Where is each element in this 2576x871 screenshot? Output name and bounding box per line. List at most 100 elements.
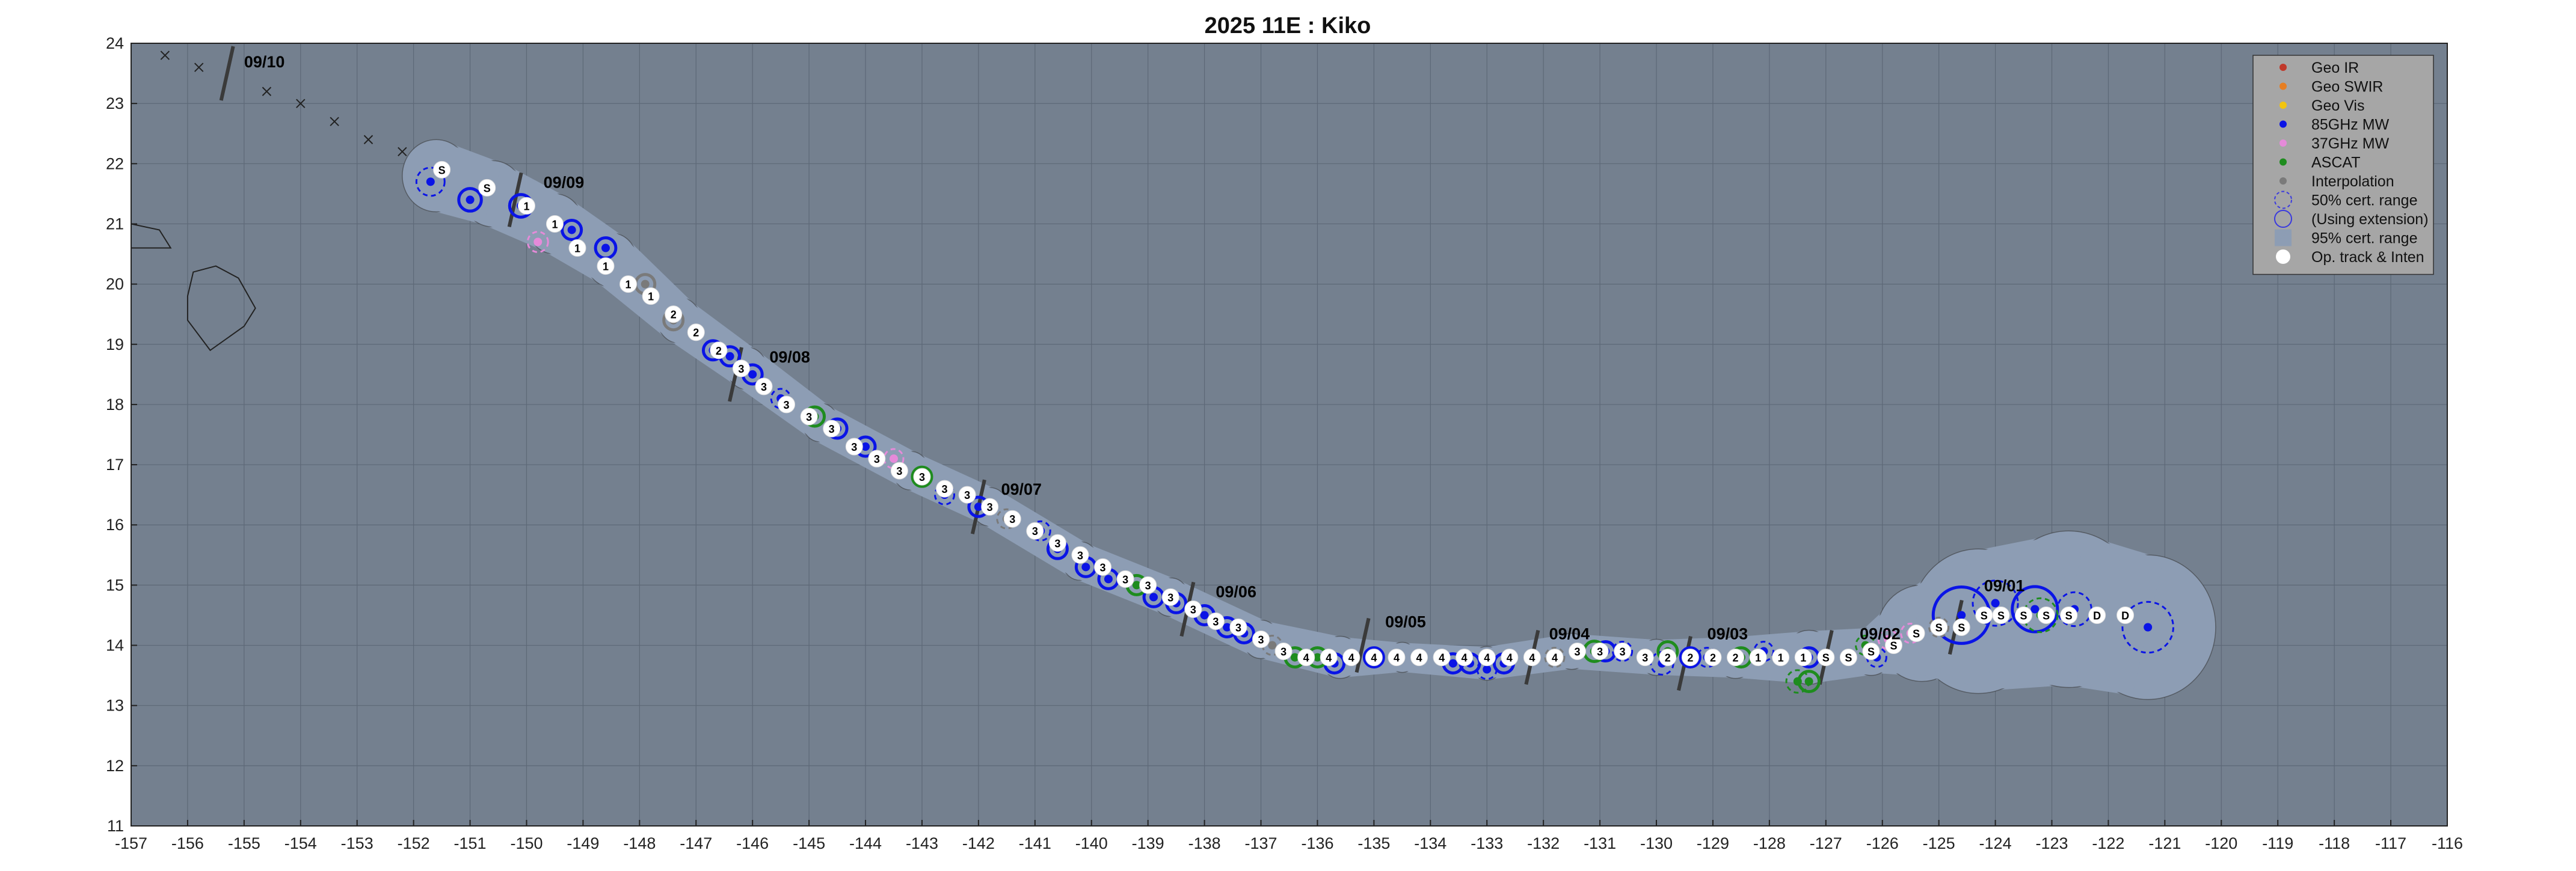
x-tick-label: -118 [2319, 834, 2350, 852]
op-track-intensity-label: S [1981, 610, 1988, 622]
forecast-point [363, 135, 373, 144]
x-tick-label: -148 [623, 834, 656, 852]
op-track-intensity-label: 4 [1507, 652, 1513, 664]
fix-point [426, 177, 435, 186]
landmass-maui [131, 223, 172, 249]
x-tick-label: -116 [2432, 834, 2463, 852]
legend-marker [2279, 64, 2287, 71]
op-track-intensity-label: 4 [1394, 652, 1400, 664]
op-track-point [1727, 649, 1745, 667]
op-track-point [1297, 649, 1315, 667]
op-track-point [665, 305, 683, 323]
op-track-intensity-label: 1 [603, 261, 609, 273]
op-track-point [1501, 649, 1519, 667]
x-tick-label: -117 [2375, 834, 2406, 852]
forecast-x-stroke [160, 50, 170, 60]
date-label: 09/10 [244, 53, 285, 71]
op-track-point [1772, 649, 1790, 667]
forecast-x-stroke [296, 99, 306, 108]
op-track-point [1161, 588, 1179, 606]
op-track-intensity-label: S [1913, 628, 1920, 640]
forecast-x-stroke [262, 87, 272, 96]
op-track-point [845, 438, 863, 456]
op-track-point [1342, 649, 1360, 667]
op-track-point [1003, 510, 1021, 528]
landmass-hawaii-big-island [186, 265, 256, 352]
op-track-point [1930, 618, 1948, 636]
x-tick-label: -130 [1640, 834, 1673, 852]
op-track-point [1523, 649, 1541, 667]
x-tick-label: -141 [1019, 834, 1051, 852]
op-track-intensity-label: 4 [1439, 652, 1445, 664]
op-track-point [800, 408, 818, 426]
fix-point [466, 195, 475, 204]
op-track-point [1433, 649, 1451, 667]
legend-label: (Using extension) [2311, 211, 2429, 228]
op-track-point [1365, 649, 1383, 667]
op-track-intensity-label: 2 [1665, 652, 1671, 664]
op-track-intensity-label: 1 [552, 218, 558, 230]
y-tick-label: 12 [106, 757, 124, 775]
x-tick-label: -145 [793, 834, 825, 852]
op-track-intensity-label: 1 [1800, 652, 1806, 664]
op-track-intensity-label: S [1822, 652, 1830, 664]
forecast-point [330, 117, 339, 126]
op-track-intensity-label: S [438, 164, 446, 176]
fix-certainty-circle [1785, 669, 1810, 694]
op-track-intensity-label: 3 [1145, 579, 1151, 591]
y-tick-label: 13 [106, 697, 124, 715]
op-track-point [2037, 606, 2055, 624]
fix-certainty-circle [1928, 616, 1950, 638]
op-track-intensity-label: 1 [1778, 652, 1784, 664]
op-track-point [1839, 649, 1857, 667]
legend-label: 50% cert. range [2311, 192, 2418, 209]
x-tick-label: -126 [1866, 834, 1899, 852]
x-tick-label: -155 [228, 834, 260, 852]
op-track-intensity-label: 3 [964, 489, 970, 501]
fix-point [1448, 659, 1457, 668]
op-track-point [1681, 649, 1699, 667]
y-tick-label: 17 [106, 456, 124, 474]
op-track-intensity-label: 1 [1755, 652, 1761, 664]
forecast-x-stroke [330, 117, 339, 126]
op-track-point [1184, 600, 1202, 618]
op-track-point [1116, 570, 1134, 588]
forecast-x-stroke [398, 147, 407, 156]
op-track-intensity-label: 4 [1552, 652, 1558, 664]
y-tick-label: 18 [106, 396, 124, 414]
op-track-intensity-label: S [484, 182, 491, 194]
op-track-intensity-label: 4 [1529, 652, 1535, 664]
forecast-point [262, 87, 272, 96]
op-track-point [1885, 637, 1903, 655]
chart-title: 2025 11E : Kiko [1205, 13, 1371, 38]
op-track-intensity-label: S [1997, 610, 2005, 622]
op-track-intensity-label: 3 [761, 381, 767, 393]
forecast-point [296, 99, 306, 108]
op-track-intensity-label: 3 [874, 453, 880, 465]
op-track-intensity-label: 3 [806, 411, 812, 423]
x-tick-label: -127 [1810, 834, 1842, 852]
op-track-point [1569, 643, 1587, 661]
x-tick-label: -125 [1923, 834, 1955, 852]
x-tick-label: -146 [736, 834, 769, 852]
op-track-intensity-label: 2 [1687, 652, 1693, 664]
op-track-point [1659, 649, 1677, 667]
op-track-intensity-label: 3 [1122, 573, 1128, 585]
op-track-point [1071, 546, 1089, 564]
op-track-point [619, 275, 638, 293]
op-track-point [1410, 649, 1428, 667]
op-track-intensity-label: 3 [1575, 646, 1581, 658]
fix-certainty-circle [2011, 585, 2059, 634]
x-tick-label: -149 [567, 834, 599, 852]
forecast-point [160, 50, 170, 60]
op-track-point [2060, 606, 2078, 624]
x-tick-label: -137 [1245, 834, 1277, 852]
date-label: 09/07 [1001, 480, 1042, 498]
op-track-intensity-label: S [1867, 646, 1875, 658]
op-track-intensity-label: S [2043, 610, 2050, 622]
op-track-point [597, 257, 615, 275]
x-tick-label: -157 [115, 834, 147, 852]
x-tick-label: -143 [906, 834, 938, 852]
fix-point [601, 243, 610, 252]
legend-marker [2276, 249, 2290, 264]
